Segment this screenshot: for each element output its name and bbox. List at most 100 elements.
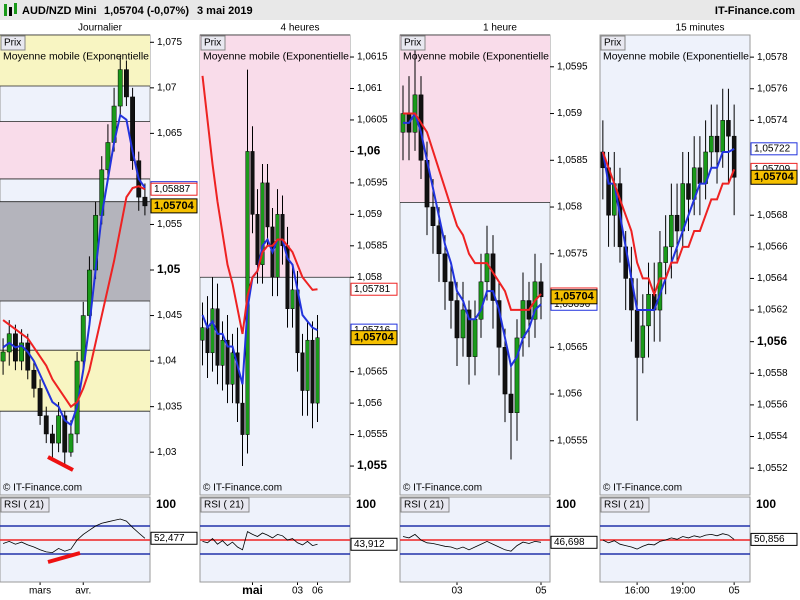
price-tag-label: 1,05696 [554,299,591,310]
candle-body [442,253,448,283]
legend-price: Prix [4,38,21,49]
candle-body [663,246,668,263]
close-tag [750,169,798,185]
rsi-tick-label: 100 [756,497,776,511]
candle-body [460,309,466,339]
candle-body [538,281,544,298]
y-tick-label: 1,058 [557,202,582,213]
moving-average [403,111,542,369]
y-tick-label: 1,0552 [757,463,788,474]
rsi-label-box [0,497,50,513]
y-tick-label: 1,055 [157,219,182,230]
candle-body [275,214,280,278]
annotation [47,455,74,472]
x-tick-label: 03 [292,586,304,597]
y-tick-label: 1,0566 [757,241,788,252]
candle-body [508,393,514,413]
legend-price: Prix [204,38,221,49]
y-tick-label: 1,06 [357,144,381,158]
price-tag [350,282,398,296]
candle-body [634,309,640,358]
legend-ma: Moyenne mobile (Exponentielle [603,52,749,63]
candle-body [255,214,260,265]
rsi-label: RSI ( 21) [4,500,44,511]
candle-body [31,369,37,389]
y-tick-label: 1,0564 [757,273,788,284]
copyright: © IT-Finance.com [3,483,82,494]
y-tick-label: 1,058 [357,272,382,283]
rsi-label: RSI ( 21) [204,500,244,511]
y-tick-label: 1,059 [557,108,582,119]
y-tick-label: 1,03 [157,447,177,458]
candle-body [62,415,68,453]
candle-body [315,337,320,404]
candle-body [714,135,720,153]
quote: 1,05704 (-0,07%) [104,5,189,17]
legend-box [0,35,26,51]
icon [9,7,12,16]
candle-body [25,342,31,371]
x-tick-label: 03 [451,586,463,597]
candle-body [265,182,270,228]
candle-body [225,339,230,385]
rsi-tag [350,537,398,551]
y-tick-label: 1,0568 [757,210,788,221]
y-tick-label: 1,0554 [757,431,788,442]
price-tag [750,142,798,156]
close-tag [350,330,398,346]
legend-box [600,35,626,51]
rsi-tag-label: 50,856 [754,534,785,545]
copyright: © IT-Finance.com [403,483,482,494]
candle-body [290,289,295,309]
close-tag [550,289,598,305]
y-tick-label: 1,0555 [557,435,588,446]
y-tick-label: 1,059 [357,209,382,220]
legend-ma: Moyenne mobile (Exponentielle [403,52,549,63]
candle-body [514,337,520,413]
candle-body [105,142,111,171]
candle-body [200,327,205,341]
site: IT-Finance.com [715,5,795,17]
rsi-label-box [600,497,650,513]
panel-title: 15 minutes [676,23,725,34]
y-tick-label: 1,0615 [357,52,388,63]
x-tick-label: 19:00 [670,586,695,597]
candle-body [502,347,508,395]
candle-body [19,342,24,362]
y-tick-label: 1,0595 [357,178,388,189]
x-tick-label: 05 [535,586,547,597]
y-tick-label: 1,05 [157,262,181,276]
candle-body [205,327,210,354]
candle-body [210,308,215,354]
legend-box [200,35,226,51]
legend-ma: Moyenne mobile (Exponentielle [3,52,149,63]
candle-body [250,151,255,215]
legend-price: Prix [404,38,421,49]
rsi-label: RSI ( 21) [404,500,444,511]
candle-body [240,402,245,435]
price-tag-label: 1,05709 [754,164,791,175]
moving-average [403,112,542,311]
candle-body [520,300,526,339]
y-tick-label: 1,0605 [357,115,388,126]
y-tick-label: 1,04 [157,356,177,367]
candle-body [215,308,220,366]
candle-body [305,339,310,391]
y-tick-label: 1,0562 [757,305,788,316]
y-tick-label: 1,0585 [357,240,388,251]
candle-body [230,352,235,385]
candle-body [657,262,663,311]
header-bar [0,0,800,20]
candle-body [50,433,55,444]
rsi-tag [550,535,598,549]
candle-body [448,281,454,301]
y-tick-label: 1,045 [157,310,182,321]
candle-body [142,196,148,207]
rsi-tick-label: 100 [556,497,576,511]
candle-body [430,206,436,226]
price-tag-label: 1,05887 [154,184,191,195]
date: 3 mai 2019 [197,5,253,17]
zone [0,121,150,179]
legend-ma: Moyenne mobile (Exponentielle [203,52,349,63]
annotation [47,551,81,564]
